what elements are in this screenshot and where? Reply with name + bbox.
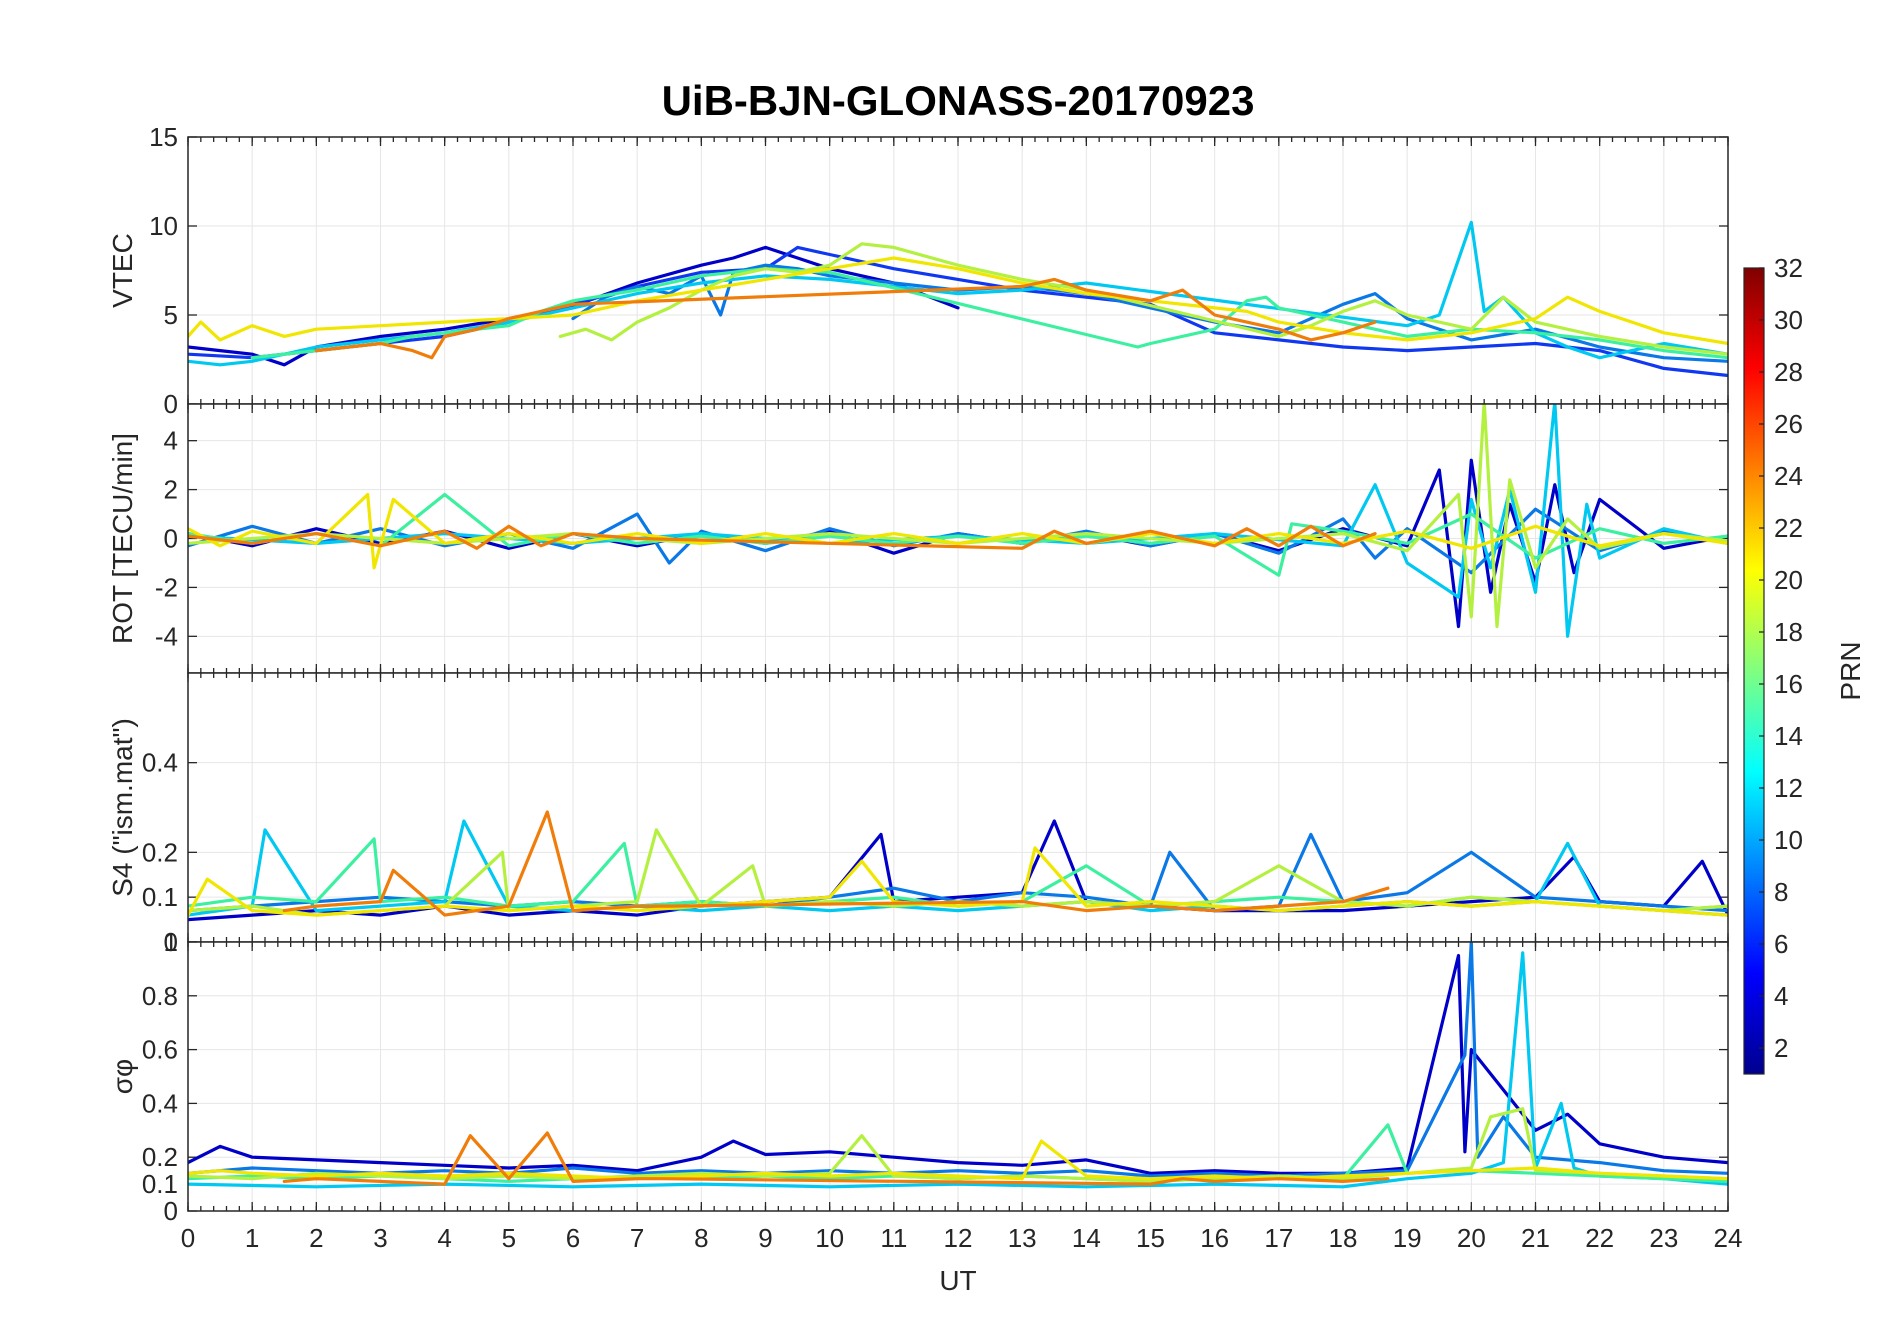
x-tick-label: 21 [1521, 1223, 1550, 1253]
x-tick-label: 2 [309, 1223, 323, 1253]
colorbar-tick-label: 10 [1774, 825, 1803, 855]
x-tick-label: 16 [1200, 1223, 1229, 1253]
colorbar-tick-label: 8 [1774, 877, 1788, 907]
x-tick-label: 17 [1264, 1223, 1293, 1253]
colorbar-tick-label: 32 [1774, 253, 1803, 283]
x-tick-label: 11 [880, 1223, 907, 1253]
colorbar-tick-label: 24 [1774, 461, 1803, 491]
y-tick-label: 15 [149, 122, 178, 152]
y-tick-label: 4 [164, 426, 178, 456]
chart-title: UiB-BJN-GLONASS-20170923 [662, 77, 1255, 124]
colorbar-scale [1743, 267, 1765, 1075]
y-tick-label: 0 [164, 1196, 178, 1226]
series-group [188, 404, 1728, 638]
y-tick-label: 10 [149, 211, 178, 241]
panel-rot: -4 -2 0 2 4 ROT [TECU/min] [107, 403, 1729, 674]
series-line-sigphi-0 [188, 953, 1728, 1175]
x-tick-label: 7 [630, 1223, 644, 1253]
y-tick-label: 0.8 [142, 981, 178, 1011]
series-line-sigphi-2 [188, 951, 1728, 1189]
x-axis-label: UT [939, 1265, 976, 1296]
x-tick-label: 5 [502, 1223, 516, 1253]
x-tick-label: 9 [758, 1223, 772, 1253]
plot-frame [187, 941, 1729, 1212]
y-tick-label: 0.1 [142, 1169, 178, 1199]
x-tick-label: 18 [1329, 1223, 1358, 1253]
y-tick-label: 0 [164, 524, 178, 554]
y-tick-label: 0.4 [142, 1088, 178, 1118]
colorbar-tick-label: 30 [1774, 305, 1803, 335]
y-tick-label: -2 [155, 572, 178, 602]
series-line-vtec-0 [188, 245, 960, 367]
y-axis-label: ROT [TECU/min] [107, 433, 138, 644]
y-axis-label: VTEC [107, 233, 138, 308]
x-tick-label: 1 [245, 1223, 259, 1253]
panel-vtec: 0 5 10 15 VTEC [107, 122, 1729, 419]
series-line-vtec-5 [558, 242, 1728, 356]
x-tick-label: 10 [815, 1223, 844, 1253]
series-group [188, 810, 1728, 922]
x-tick-label: 13 [1008, 1223, 1037, 1253]
colorbar-tick-label: 16 [1774, 669, 1803, 699]
x-tick-label: 6 [566, 1223, 580, 1253]
y-tick-label: 2 [164, 475, 178, 505]
colorbar-tick-label: 4 [1774, 981, 1788, 1011]
x-tick-label: 22 [1585, 1223, 1614, 1253]
colorbar-tick-label: 2 [1774, 1033, 1788, 1063]
x-tick-label: 23 [1649, 1223, 1678, 1253]
colorbar-tick-label: 14 [1774, 721, 1803, 751]
series-line-s4-1 [188, 832, 1728, 913]
series-group [188, 220, 1728, 378]
y-tick-label: 5 [164, 300, 178, 330]
series-line-s4-6 [282, 810, 1390, 917]
colorbar-tick-label: 22 [1774, 513, 1803, 543]
y-tick-label: 0.2 [142, 837, 178, 867]
series-line-vtec-4 [250, 267, 1728, 360]
y-tick-label: 0.2 [142, 1142, 178, 1172]
x-tick-label: 15 [1136, 1223, 1165, 1253]
x-tick-label: 12 [944, 1223, 973, 1253]
x-tick-label: 24 [1714, 1223, 1743, 1253]
y-tick-label: 0 [164, 389, 178, 419]
y-axis-label: σφ [107, 1059, 138, 1094]
y-tick-label: 1 [164, 927, 178, 957]
series-line-sigphi-1 [188, 942, 1728, 1178]
x-tick-label: 4 [437, 1223, 451, 1253]
y-tick-label: -4 [155, 621, 178, 651]
x-tick-label: 0 [181, 1223, 195, 1253]
series-line-vtec-7 [314, 277, 1377, 360]
panel-s4: 0 0.1 0.2 0.4S4 ("ism.mat") [107, 672, 1729, 957]
x-tick-labels: 0 1 2 3 4 5 6 7 8 9 10 11 12 13 14 15 16 17 18 19 20 21 22 23 24 [181, 1223, 1743, 1253]
colorbar-label: PRN [1835, 641, 1866, 700]
colorbar-tick-label: 12 [1774, 773, 1803, 803]
series-line-rot-6 [188, 524, 1377, 550]
y-tick-label: 0 [164, 927, 178, 957]
colorbar-tick-label: 26 [1774, 409, 1803, 439]
series-group [188, 942, 1728, 1189]
y-tick-label: 0.4 [142, 748, 178, 778]
x-tick-label: 20 [1457, 1223, 1486, 1253]
colorbar-tick-label: 28 [1774, 357, 1803, 387]
series-line-rot-5 [188, 492, 1728, 570]
colorbar-tick-label: 18 [1774, 617, 1803, 647]
x-tick-label: 19 [1393, 1223, 1422, 1253]
y-tick-label: 0.6 [142, 1035, 178, 1065]
colorbar-tick-label: 20 [1774, 565, 1803, 595]
x-tick-label: 3 [373, 1223, 387, 1253]
x-tick-label: 14 [1072, 1223, 1101, 1253]
series-line-sigphi-5 [188, 1139, 1728, 1181]
series-line-vtec-6 [188, 256, 1728, 346]
series-line-sigphi-6 [282, 1131, 1390, 1186]
x-tick-label: 8 [694, 1223, 708, 1253]
colorbar-tick-label: 6 [1774, 929, 1788, 959]
y-tick-label: 0.1 [142, 882, 178, 912]
y-axis-label: S4 ("ism.mat") [107, 718, 138, 897]
